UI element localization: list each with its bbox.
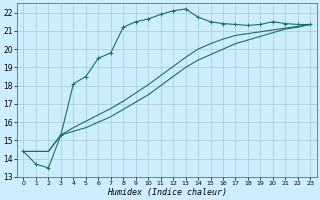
X-axis label: Humidex (Indice chaleur): Humidex (Indice chaleur) [107, 188, 227, 197]
